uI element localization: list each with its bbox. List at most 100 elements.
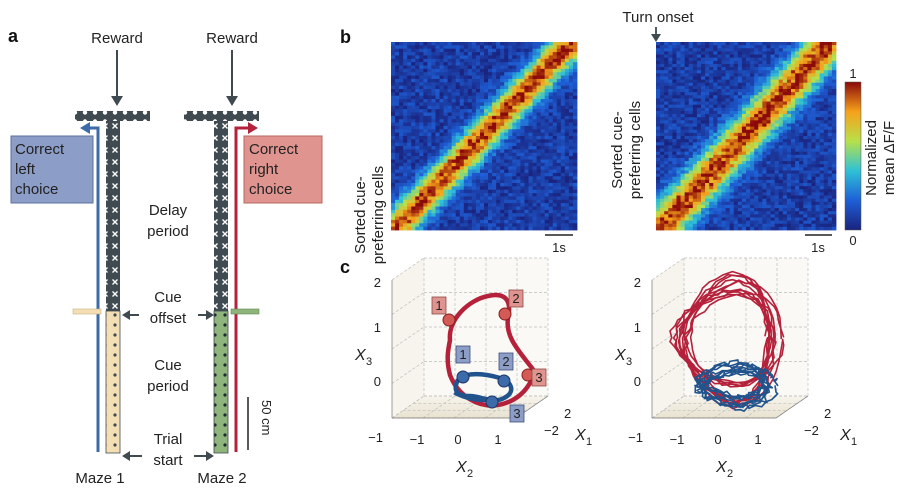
ylabel-right-line2: preferring cells — [627, 101, 644, 199]
delay-period-line1: Delay — [149, 202, 188, 219]
red-label-1: 1 — [431, 296, 447, 315]
colorbar-label-line1: Normalized — [863, 120, 880, 196]
ylabel-left-line1: Sorted cue- — [352, 176, 369, 254]
trial-start-line1: Trial — [154, 431, 183, 448]
correct-left-line1: Correct — [15, 141, 65, 158]
correct-left-line2: left — [15, 161, 36, 178]
maze-1 — [72, 111, 150, 454]
3d-right-x1-label: X 1 — [839, 427, 857, 448]
maze-2-delay-segment — [214, 121, 228, 311]
3d-left-x2-label: X 2 — [455, 459, 473, 480]
heatmap-right — [656, 42, 837, 231]
3d-right-x3-label: X 3 — [614, 347, 632, 368]
maze-2-t-bar — [184, 111, 259, 121]
3d-left-z-ticks: 2 1 0 −1 — [368, 275, 383, 445]
panel-a: a Reward Reward Correct left choice — [8, 26, 323, 487]
x1-tick-right-2: 2 — [824, 406, 831, 421]
x1-tick-right-m2: −2 — [804, 423, 819, 438]
scale-bar-right-1s: 1s — [805, 234, 832, 255]
3d-left-x1-label: X 1 — [574, 427, 592, 448]
ylabel-right-line1: Sorted cue- — [609, 111, 626, 189]
scale-bar-label: 50 cm — [259, 400, 274, 435]
scale-bar-50cm: 50 cm — [247, 397, 274, 450]
3d-left-x2-ticks: −1 0 1 — [410, 432, 502, 447]
red-trajectories-right — [669, 270, 785, 410]
reward-label-right: Reward — [206, 30, 258, 47]
trial-start-arrows — [122, 451, 214, 461]
correct-right-line2: right — [249, 161, 279, 178]
z-tick-right-0: 0 — [634, 374, 641, 389]
x2-tick-left-0: 0 — [454, 432, 461, 447]
maze-1-cue-segment — [105, 310, 121, 454]
panel-letter-c: c — [340, 257, 350, 277]
correct-left-line3: choice — [15, 181, 58, 198]
turn-onset-arrow — [651, 27, 661, 42]
3d-right-x2-ticks: −1 0 1 — [670, 432, 762, 447]
z-tick-left-m1: −1 — [368, 430, 383, 445]
reward-label-left: Reward — [91, 30, 143, 47]
panel-b: b Sorted cue- preferring cells 1s Turn o… — [340, 9, 898, 264]
colorbar-min: 0 — [849, 233, 856, 248]
x2-tick-left-1: 1 — [494, 432, 501, 447]
scale-bar-left-1s: 1s — [545, 234, 573, 255]
panel-letter-b: b — [340, 27, 351, 47]
cue-offset-arrows — [122, 310, 214, 320]
3d-left-side-wall — [392, 258, 424, 418]
maze-2-label: Maze 2 — [197, 470, 246, 487]
x1-tick-left-m2: −2 — [544, 423, 559, 438]
panel-letter-a: a — [8, 26, 19, 46]
blue-marker-1 — [456, 370, 470, 384]
colorbar: 1 0 Normalized mean ΔF/F — [844, 66, 898, 248]
3d-plot-right: 2 1 0 −1 X 3 −1 0 1 X 2 2 −2 — [614, 257, 857, 480]
reward-arrow-right — [226, 50, 238, 106]
z-tick-right-m1: −1 — [628, 430, 643, 445]
z-tick-left-0: 0 — [374, 374, 381, 389]
x2-tick-right-1: 1 — [754, 432, 761, 447]
correct-right-line3: choice — [249, 181, 292, 198]
cue-offset-line1: Cue — [154, 289, 182, 306]
3d-right-x2-label: X 2 — [715, 459, 733, 480]
blue-trajectory-left — [453, 371, 514, 403]
maze-2-right-path — [234, 126, 250, 452]
cue-offset-line2: offset — [150, 310, 187, 327]
maze-1-delay-segment — [106, 121, 120, 311]
red-marker-1 — [442, 313, 456, 327]
scale-left-label: 1s — [552, 240, 566, 255]
x1-tick-left-2: 2 — [564, 406, 571, 421]
correct-left-choice-box: Correct left choice — [10, 135, 94, 204]
z-tick-left-2: 2 — [374, 275, 381, 290]
maze-1-t-bar — [75, 111, 150, 121]
blue-label-1: 1 — [455, 345, 471, 364]
colorbar-label-line2: mean ΔF/F — [881, 121, 898, 195]
blue-trajectories-right — [693, 358, 779, 413]
correct-right-line1: Correct — [249, 141, 299, 158]
3d-left-x1-ticks: 2 −2 — [544, 406, 571, 438]
3d-left-grid — [391, 257, 549, 419]
z-tick-left-1: 1 — [374, 320, 381, 335]
maze-2-cue-segment — [213, 310, 229, 454]
reward-arrow-left — [111, 50, 123, 106]
blue-label-2: 2 — [498, 352, 514, 371]
colorbar-gradient — [844, 81, 862, 231]
delay-period-line2: period — [147, 223, 189, 240]
3d-plot-left: 2 1 0 −1 X 3 −1 0 1 X 2 2 −2 — [354, 257, 592, 480]
maze-1-left-path — [88, 126, 100, 452]
3d-left-x3-label: X 3 — [354, 347, 372, 368]
x2-tick-right-m1: −1 — [670, 432, 685, 447]
z-tick-right-1: 1 — [634, 320, 641, 335]
x2-tick-right-0: 0 — [714, 432, 721, 447]
panel-c: c 2 1 0 −1 X 3 −1 0 1 X — [340, 257, 857, 480]
turn-onset-label: Turn onset — [622, 9, 694, 26]
z-tick-right-2: 2 — [634, 275, 641, 290]
blue-marker-2 — [497, 374, 511, 388]
3d-right-side-wall — [652, 258, 684, 418]
correct-right-choice-box: Correct right choice — [243, 135, 323, 204]
red-marker-2 — [498, 307, 512, 321]
red-label-2: 2 — [508, 289, 524, 308]
red-label-3: 3 — [531, 368, 547, 387]
scale-right-label: 1s — [811, 240, 825, 255]
cue-period-line2: period — [147, 378, 189, 395]
3d-right-z-ticks: 2 1 0 −1 — [628, 275, 643, 445]
3d-right-x1-ticks: 2 −2 — [804, 406, 831, 438]
